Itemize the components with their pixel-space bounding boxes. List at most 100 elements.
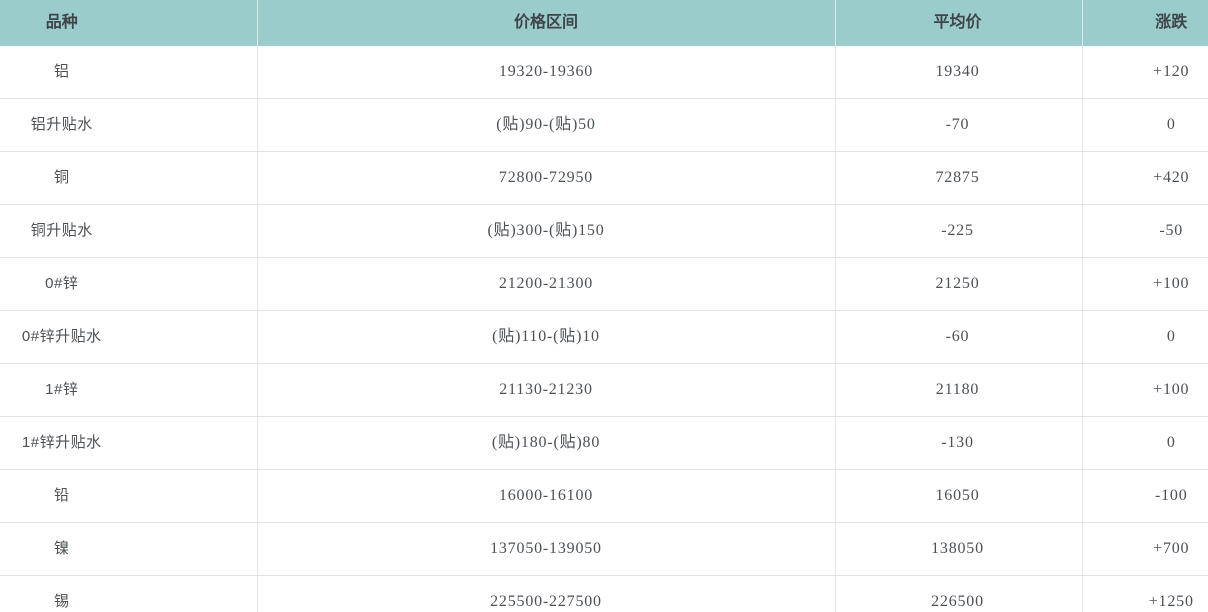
column-header-variety[interactable]: 品种 <box>0 0 258 46</box>
cell-average-price: 72875 <box>835 151 1083 205</box>
cell-change: +1250 <box>1082 575 1208 612</box>
cell-change: +100 <box>1082 363 1208 417</box>
cell-average-price: 226500 <box>835 575 1083 612</box>
table-row[interactable]: 0#锌升贴水 (贴)110-(贴)10 -60 0 <box>0 310 1208 364</box>
cell-price-range: 72800-72950 <box>257 151 836 205</box>
column-header-change[interactable]: 涨跌 <box>1082 0 1208 46</box>
table-row[interactable]: 1#锌 21130-21230 21180 +100 <box>0 363 1208 417</box>
cell-variety-text: 铜升贴水 <box>30 222 93 239</box>
cell-change: 0 <box>1082 98 1208 152</box>
cell-price-range: (贴)90-(贴)50 <box>257 98 836 152</box>
cell-average-price-text: 19340 <box>935 63 980 80</box>
cell-change-text: +420 <box>1153 169 1190 186</box>
cell-price-range: 21200-21300 <box>257 257 836 311</box>
cell-price-range: 21130-21230 <box>257 363 836 417</box>
table-row[interactable]: 铜 72800-72950 72875 +420 <box>0 151 1208 205</box>
cell-change: +420 <box>1082 151 1208 205</box>
cell-average-price-text: 226500 <box>931 593 984 610</box>
cell-average-price: 138050 <box>835 522 1083 576</box>
cell-average-price-text: 16050 <box>935 487 980 504</box>
cell-variety-text: 1#锌升贴水 <box>21 434 102 451</box>
cell-average-price-text: -70 <box>945 116 970 133</box>
cell-variety-text: 1#锌 <box>45 381 79 398</box>
cell-variety: 1#锌 <box>0 363 258 417</box>
cell-average-price-text: 72875 <box>935 169 980 186</box>
cell-price-range: 225500-227500 <box>257 575 836 612</box>
cell-change-text: 0 <box>1166 116 1176 133</box>
cell-variety: 1#锌升贴水 <box>0 416 258 470</box>
table-row[interactable]: 铜升贴水 (贴)300-(贴)150 -225 -50 <box>0 204 1208 258</box>
cell-price-range-text: 225500-227500 <box>490 593 602 610</box>
cell-change: +100 <box>1082 257 1208 311</box>
cell-variety: 铅 <box>0 469 258 523</box>
cell-change: -50 <box>1082 204 1208 258</box>
cell-average-price-text: -225 <box>941 222 974 239</box>
cell-average-price-text: 21180 <box>935 381 980 398</box>
cell-price-range: 137050-139050 <box>257 522 836 576</box>
cell-price-range-text: 72800-72950 <box>498 169 594 186</box>
cell-variety: 锡 <box>0 575 258 612</box>
cell-price-range: (贴)300-(贴)150 <box>257 204 836 258</box>
cell-variety: 镍 <box>0 522 258 576</box>
cell-price-range-text: (贴)110-(贴)10 <box>492 328 600 345</box>
cell-variety-text: 镍 <box>53 540 70 557</box>
cell-average-price: 21180 <box>835 363 1083 417</box>
cell-price-range: 16000-16100 <box>257 469 836 523</box>
table-row[interactable]: 铝升贴水 (贴)90-(贴)50 -70 0 <box>0 98 1208 152</box>
cell-price-range-text: (贴)180-(贴)80 <box>491 434 601 451</box>
cell-average-price-text: -130 <box>941 434 974 451</box>
cell-variety: 铝 <box>0 46 258 99</box>
cell-variety: 铝升贴水 <box>0 98 258 152</box>
cell-average-price-text: -60 <box>945 328 970 345</box>
cell-change: 0 <box>1082 416 1208 470</box>
cell-change-text: -100 <box>1154 487 1188 504</box>
cell-change-text: 0 <box>1166 328 1176 345</box>
cell-price-range: (贴)180-(贴)80 <box>257 416 836 470</box>
cell-price-range-text: 21200-21300 <box>498 275 594 292</box>
column-header-price-range[interactable]: 价格区间 <box>257 0 836 46</box>
cell-variety-text: 0#锌 <box>45 275 79 292</box>
cell-change-text: +1250 <box>1148 593 1194 610</box>
cell-variety: 铜 <box>0 151 258 205</box>
cell-change-text: 0 <box>1166 434 1176 451</box>
table-row[interactable]: 镍 137050-139050 138050 +700 <box>0 522 1208 576</box>
cell-average-price: 21250 <box>835 257 1083 311</box>
cell-change: +700 <box>1082 522 1208 576</box>
cell-price-range-text: 16000-16100 <box>498 487 594 504</box>
cell-average-price: -70 <box>835 98 1083 152</box>
table-row[interactable]: 0#锌 21200-21300 21250 +100 <box>0 257 1208 311</box>
cell-price-range-text: (贴)300-(贴)150 <box>487 222 605 239</box>
cell-variety-text: 铝升贴水 <box>30 116 93 133</box>
cell-change: 0 <box>1082 310 1208 364</box>
cell-average-price: -225 <box>835 204 1083 258</box>
cell-variety-text: 铝 <box>53 63 70 80</box>
cell-change-text: +100 <box>1153 381 1190 398</box>
cell-change-text: +100 <box>1153 275 1190 292</box>
cell-variety-text: 铅 <box>53 487 70 504</box>
cell-change-text: -50 <box>1159 222 1184 239</box>
cell-average-price: 16050 <box>835 469 1083 523</box>
table-header: 品种 价格区间 平均价 涨跌 <box>0 0 1208 46</box>
cell-price-range-text: 21130-21230 <box>499 381 593 398</box>
table-row[interactable]: 铅 16000-16100 16050 -100 <box>0 469 1208 523</box>
cell-variety: 0#锌 <box>0 257 258 311</box>
cell-change: -100 <box>1082 469 1208 523</box>
cell-variety-text: 0#锌升贴水 <box>21 328 102 345</box>
table-row[interactable]: 锡 225500-227500 226500 +1250 <box>0 575 1208 612</box>
cell-price-range: (贴)110-(贴)10 <box>257 310 836 364</box>
cell-price-range-text: 137050-139050 <box>490 540 602 557</box>
cell-average-price-text: 138050 <box>931 540 984 557</box>
cell-price-range-text: 19320-19360 <box>498 63 594 80</box>
cell-average-price: -130 <box>835 416 1083 470</box>
cell-variety: 0#锌升贴水 <box>0 310 258 364</box>
cell-average-price: -60 <box>835 310 1083 364</box>
cell-variety-text: 锡 <box>53 593 70 610</box>
table-body: 铝 19320-19360 19340 +120 铝升贴水 (贴)90-(贴)50 -70 0… <box>0 46 1208 612</box>
cell-average-price-text: 21250 <box>935 275 980 292</box>
column-header-average-price[interactable]: 平均价 <box>835 0 1083 46</box>
table-row[interactable]: 1#锌升贴水 (贴)180-(贴)80 -130 0 <box>0 416 1208 470</box>
table-row[interactable]: 铝 19320-19360 19340 +120 <box>0 46 1208 99</box>
cell-variety: 铜升贴水 <box>0 204 258 258</box>
